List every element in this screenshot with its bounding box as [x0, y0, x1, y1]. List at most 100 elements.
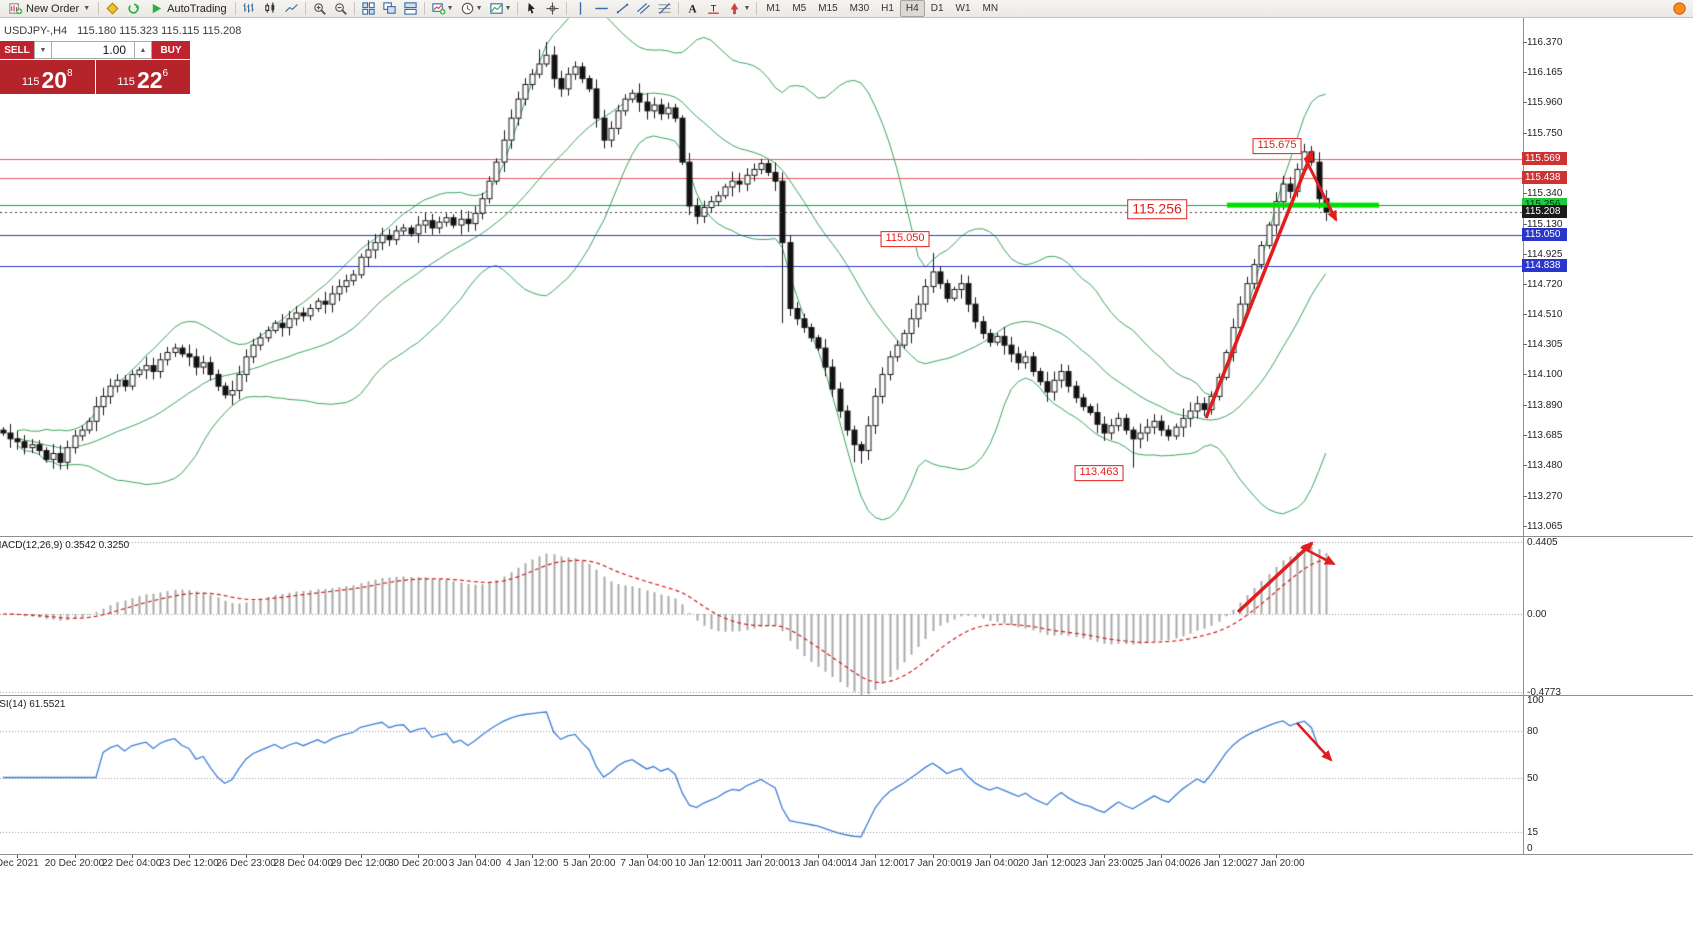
timeframe-button-d1[interactable]: D1	[930, 3, 944, 14]
timeframe-button-m15[interactable]: M15	[818, 3, 838, 14]
volume-input[interactable]: 1.00	[52, 41, 134, 59]
horizontal-line-button[interactable]	[591, 0, 612, 18]
channel-button[interactable]	[633, 0, 654, 18]
new-order-icon	[8, 1, 23, 16]
macd-indicator-label: MACD(12,26,9) 0.3542 0.3250	[0, 540, 130, 551]
bid-price-button[interactable]: 115 20 8	[0, 60, 95, 94]
toolbar-separator	[678, 2, 680, 15]
fibo-icon	[657, 1, 672, 16]
cascade-windows-button[interactable]	[379, 0, 400, 18]
new-order-button-label: New Order	[26, 2, 80, 15]
sell-button[interactable]: SELL	[0, 41, 34, 59]
time-axis-label: 29 Dec 12:00	[330, 858, 391, 869]
shapes-button[interactable]: ▼	[724, 0, 753, 18]
price-axis-tick: 114.720	[1527, 278, 1563, 290]
hline-icon	[594, 1, 609, 16]
dropdown-caret-icon: ▼	[83, 5, 91, 12]
price-axis-tick: 115.340	[1527, 187, 1563, 199]
macd-canvas[interactable]	[0, 537, 1523, 695]
clock-icon	[460, 1, 475, 16]
toolbar-separator	[423, 2, 425, 15]
tile-windows-button[interactable]	[358, 0, 379, 18]
timeframe-button-w1[interactable]: W1	[955, 3, 971, 14]
price-axis-tickmark	[1523, 405, 1527, 407]
timeframe-button-m5[interactable]: M5	[792, 3, 807, 14]
profiles-button[interactable]: ▼	[457, 0, 486, 18]
arrange-icon	[403, 1, 418, 16]
bar-chart-button[interactable]	[239, 0, 260, 18]
zoom-out-button[interactable]	[330, 0, 351, 18]
ask-price-button[interactable]: 115 22 6	[95, 60, 190, 94]
crosshair-button[interactable]	[542, 0, 563, 18]
price-axis-tickmark	[1523, 526, 1527, 527]
metaeditor-button[interactable]	[102, 0, 123, 18]
arrange-windows-button[interactable]	[400, 0, 421, 18]
shapes-icon	[727, 1, 742, 16]
templates-button[interactable]: ▼	[486, 0, 515, 18]
rsi-axis-label: 0	[1527, 843, 1533, 854]
price-axis-tick: 114.100	[1527, 369, 1563, 381]
notification-icon[interactable]	[1669, 0, 1690, 18]
time-axis-label: 10 Jan 12:00	[674, 858, 733, 869]
time-axis-label: 20 Dec 20:00	[44, 858, 105, 869]
ask-prefix: 115	[117, 76, 135, 88]
caret-up-icon: ▲	[139, 46, 147, 54]
toolbar-separator	[517, 2, 519, 15]
time-axis-tickmark	[17, 855, 19, 858]
price-axis-tickmark	[1523, 314, 1527, 316]
time-axis-tickmark	[1104, 855, 1106, 858]
autotrading-button[interactable]: AutoTrading	[144, 0, 232, 18]
dropdown-caret-icon: ▼	[446, 5, 454, 12]
text-button[interactable]: A	[682, 0, 703, 18]
price-annotation-label[interactable]: 115.675	[1252, 138, 1302, 154]
vertical-line-button[interactable]	[570, 0, 591, 18]
rsi-axis-label: 15	[1527, 826, 1539, 838]
trendline-button[interactable]	[612, 0, 633, 18]
candlestick-button[interactable]	[260, 0, 281, 18]
rsi-axis-label: 50	[1527, 772, 1539, 784]
ask-sup-digit: 6	[162, 68, 169, 79]
macd-panel-divider[interactable]	[0, 536, 1693, 537]
metaeditor-icon	[105, 1, 120, 16]
price-annotation-label[interactable]: 115.050	[880, 231, 930, 247]
price-axis-tickmark	[1523, 102, 1527, 104]
time-axis-tickmark	[532, 855, 534, 858]
timeframe-button-m1[interactable]: M1	[766, 3, 781, 14]
axis-price-badge: 115.050	[1522, 228, 1567, 242]
new-order-button[interactable]: New Order ▼	[3, 0, 95, 18]
volume-down-button[interactable]: ▼	[34, 41, 52, 59]
price-axis-tickmark	[1523, 465, 1527, 467]
line-chart-button[interactable]	[281, 0, 302, 18]
buy-button[interactable]: BUY	[152, 41, 190, 59]
price-axis-tick: 116.370	[1527, 37, 1563, 49]
timeframe-button-mn[interactable]: MN	[982, 3, 999, 14]
time-axis-label: 26 Jan 12:00	[1189, 858, 1248, 869]
time-axis-label: 22 Dec 04:00	[101, 858, 162, 869]
zoom-in-button[interactable]	[309, 0, 330, 18]
timeframe-button-h1[interactable]: H1	[881, 3, 894, 14]
svg-text:A: A	[689, 3, 698, 15]
time-axis-label: 28 Dec 04:00	[273, 858, 334, 869]
volume-up-button[interactable]: ▲	[134, 41, 152, 59]
text-label-button[interactable]: T	[703, 0, 724, 18]
one-click-trading-panel: SELL ▼ 1.00 ▲ BUY 115 20 8 115 22 6	[0, 41, 190, 94]
new-chart-button[interactable]: ▼	[428, 0, 457, 18]
price-annotation-label[interactable]: 113.463	[1074, 465, 1124, 481]
price-annotation-label[interactable]: 115.256	[1127, 199, 1187, 219]
refresh-button[interactable]	[123, 0, 144, 18]
price-axis-tick: 114.510	[1527, 309, 1563, 321]
timeframe-button-m30[interactable]: M30	[849, 3, 870, 14]
fibonacci-button[interactable]	[654, 0, 675, 18]
time-axis-tickmark	[589, 855, 591, 858]
price-axis-tick: 114.305	[1527, 339, 1563, 351]
time-axis-tickmark	[360, 855, 362, 858]
rsi-panel-divider[interactable]	[0, 695, 1693, 696]
timeframe-button-h4[interactable]: H4	[899, 0, 925, 17]
price-axis-tick: 115.130	[1527, 218, 1563, 230]
rsi-canvas[interactable]	[0, 696, 1523, 854]
price-axis-tick: 113.890	[1527, 400, 1563, 412]
cursor-button[interactable]	[521, 0, 542, 18]
dropdown-caret-icon: ▼	[475, 5, 483, 12]
main-chart-canvas[interactable]	[0, 18, 1523, 536]
time-axis-tickmark	[474, 855, 476, 858]
